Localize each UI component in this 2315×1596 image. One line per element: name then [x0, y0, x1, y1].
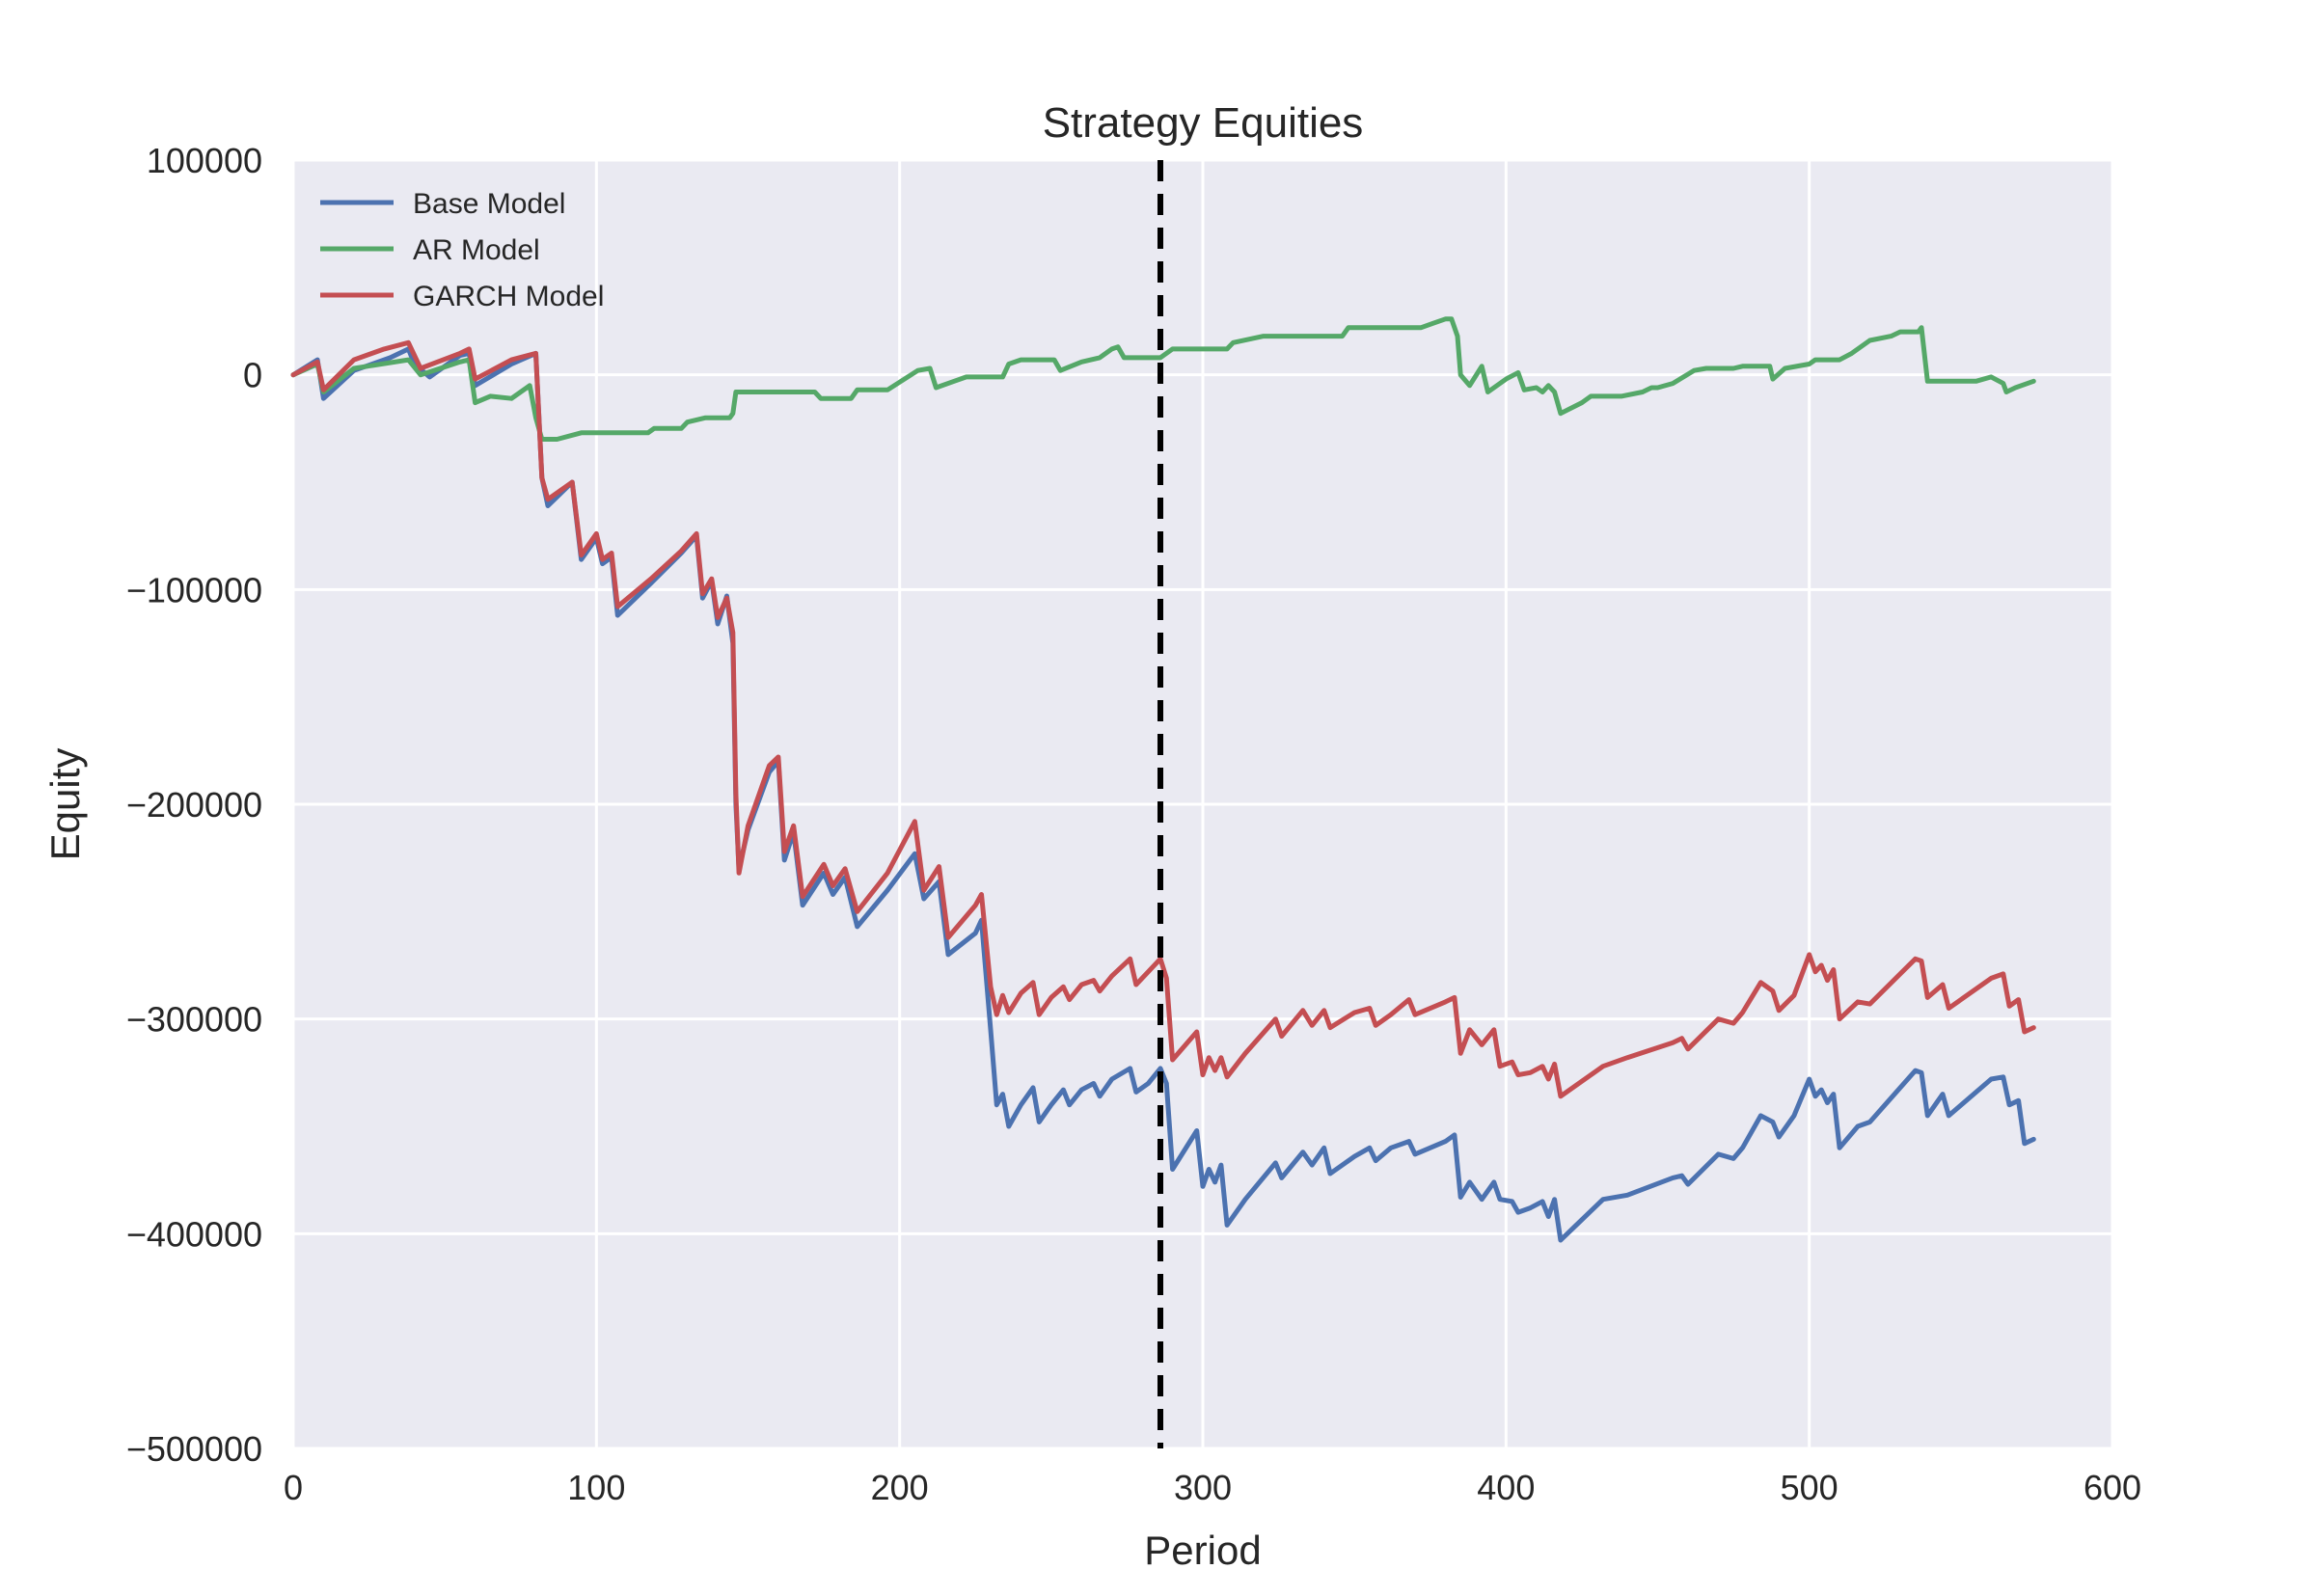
y-tick-label: 100000 — [147, 141, 262, 180]
x-tick-label: 600 — [2084, 1468, 2141, 1507]
x-tick-label: 500 — [1781, 1468, 1838, 1507]
series-line-ar-model — [290, 316, 2036, 442]
x-tick-label: 300 — [1174, 1468, 1232, 1507]
series-line-garch-model — [290, 339, 2036, 1099]
y-tick-label: −100000 — [126, 570, 262, 609]
x-axis-ticks: 0 100 200 300 400 500 600 — [284, 1468, 2141, 1507]
legend-label: AR Model — [413, 234, 540, 266]
legend-label: Base Model — [413, 188, 565, 220]
chart-title: Strategy Equities — [1043, 99, 1364, 147]
x-tick-label: 400 — [1477, 1468, 1535, 1507]
y-axis-ticks: 100000 0 −100000 −200000 −300000 −400000 −5000… — [126, 141, 262, 1469]
y-axis-label: Equity — [42, 748, 88, 861]
legend-label: GARCH Model — [413, 281, 604, 312]
grid-lines — [291, 158, 2114, 1450]
x-axis-label: Period — [1144, 1528, 1261, 1573]
legend: Base Model AR Model GARCH Model — [320, 188, 604, 312]
y-tick-label: −200000 — [126, 785, 262, 825]
series-lines — [290, 316, 2036, 1243]
y-tick-label: −400000 — [126, 1214, 262, 1254]
y-tick-label: −500000 — [126, 1429, 262, 1469]
x-tick-label: 200 — [871, 1468, 929, 1507]
x-tick-label: 0 — [284, 1468, 303, 1507]
y-tick-label: −300000 — [126, 1000, 262, 1040]
y-tick-label: 0 — [243, 356, 262, 395]
x-tick-label: 100 — [567, 1468, 625, 1507]
